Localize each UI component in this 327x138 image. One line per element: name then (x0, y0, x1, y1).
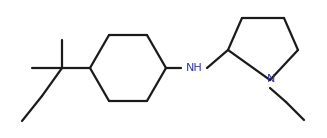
Text: NH: NH (186, 63, 202, 73)
Text: N: N (267, 74, 275, 84)
